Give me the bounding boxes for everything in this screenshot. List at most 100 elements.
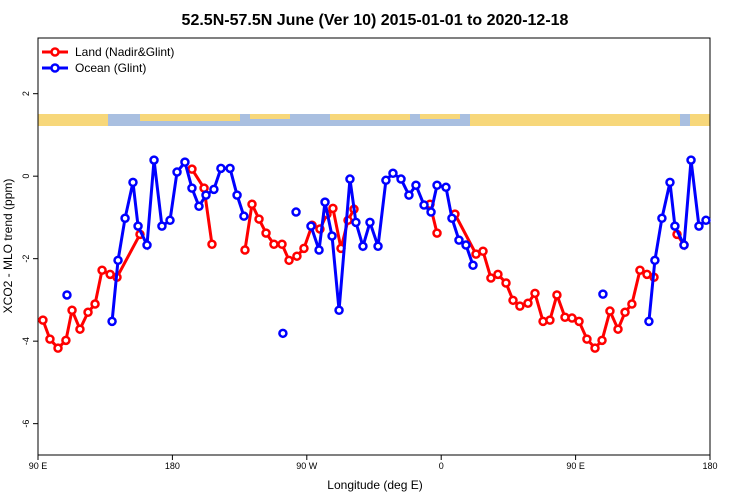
data-point [247, 199, 257, 209]
data-point [187, 164, 197, 174]
data-point [306, 221, 316, 231]
data-point [582, 334, 592, 344]
data-point [365, 217, 375, 228]
data-point [574, 316, 584, 327]
data-point [149, 155, 159, 165]
data-point [644, 316, 654, 327]
x-tick-label: 90 E [566, 461, 585, 471]
data-point [299, 243, 309, 254]
y-tick-label: -2 [21, 255, 31, 263]
data-point [38, 315, 48, 325]
data-point [128, 177, 138, 188]
data-point [396, 174, 406, 184]
data-point [679, 240, 689, 250]
data-point [75, 324, 85, 334]
y-tick-label: -4 [21, 337, 31, 345]
data-point [657, 213, 667, 223]
data-point [670, 221, 680, 231]
chart-title: 52.5N-57.5N June (Ver 10) 2015-01-01 to … [182, 12, 569, 29]
data-point [207, 239, 217, 249]
data-point [478, 246, 488, 256]
data-point [650, 255, 660, 266]
data-point [605, 306, 615, 316]
data-point [345, 174, 355, 184]
data-point [358, 241, 368, 252]
data-point [278, 328, 288, 339]
data-point [107, 316, 117, 327]
data-point [411, 180, 421, 190]
x-tick-label: 180 [165, 461, 180, 471]
y-tick-label: 0 [21, 174, 31, 179]
data-point [381, 175, 391, 186]
data-point [269, 239, 279, 249]
data-point [552, 290, 562, 300]
map-strip [38, 114, 710, 126]
data-point [142, 240, 152, 250]
y-axis-label: XCO2 - MLO trend (ppm) [1, 179, 15, 314]
data-point [441, 182, 451, 193]
data-point [194, 201, 204, 212]
data-point [545, 315, 555, 325]
legend-marker [50, 63, 60, 73]
data-point [501, 278, 511, 288]
data-point [291, 207, 301, 217]
x-tick-label: 0 [439, 461, 444, 471]
data-point [225, 163, 235, 174]
legend-label: Land (Nadir&Glint) [75, 45, 174, 59]
data-point [232, 190, 242, 200]
data-point [120, 213, 130, 223]
data-point [627, 299, 637, 309]
data-point [468, 260, 478, 271]
data-point [61, 335, 71, 346]
data-point [426, 207, 436, 217]
legend-marker [50, 47, 60, 57]
data-point [567, 313, 577, 323]
y-tick-label: 2 [21, 91, 31, 96]
data-point [53, 343, 63, 353]
data-point [328, 203, 338, 214]
data-point [239, 211, 249, 221]
data-point [62, 290, 72, 300]
data-point [216, 163, 226, 174]
data-point [523, 298, 533, 308]
data-point [530, 288, 540, 299]
data-point [261, 228, 271, 238]
plot-frame [37, 37, 711, 456]
data-point [284, 255, 294, 266]
data-point [701, 215, 711, 226]
data-point [461, 240, 471, 250]
data-point [209, 184, 219, 195]
data-point [597, 335, 607, 346]
data-point [447, 213, 457, 223]
data-point [613, 324, 623, 334]
data-point [277, 239, 287, 249]
y-tick-label: -6 [21, 420, 31, 428]
data-point [486, 273, 496, 283]
data-point [113, 255, 123, 266]
data-point [419, 200, 429, 210]
data-point [388, 168, 398, 179]
data-point [508, 295, 518, 306]
data-point [157, 221, 167, 231]
x-tick-label: 90 E [29, 461, 48, 471]
data-point [180, 157, 190, 167]
data-point [187, 183, 197, 193]
data-point [694, 221, 704, 231]
data-point [454, 235, 464, 245]
data-point [97, 265, 107, 275]
data-point [620, 307, 630, 318]
data-point [515, 301, 525, 311]
data-point [327, 231, 337, 241]
data-point [83, 307, 93, 318]
data-point [90, 299, 100, 309]
data-point [254, 214, 264, 224]
series-line [41, 168, 686, 351]
data-point [493, 269, 503, 280]
data-point [686, 155, 696, 165]
data-point [334, 305, 344, 315]
data-point [133, 221, 143, 231]
data-point [665, 177, 675, 188]
data-point [292, 251, 302, 261]
data-point [201, 190, 211, 200]
